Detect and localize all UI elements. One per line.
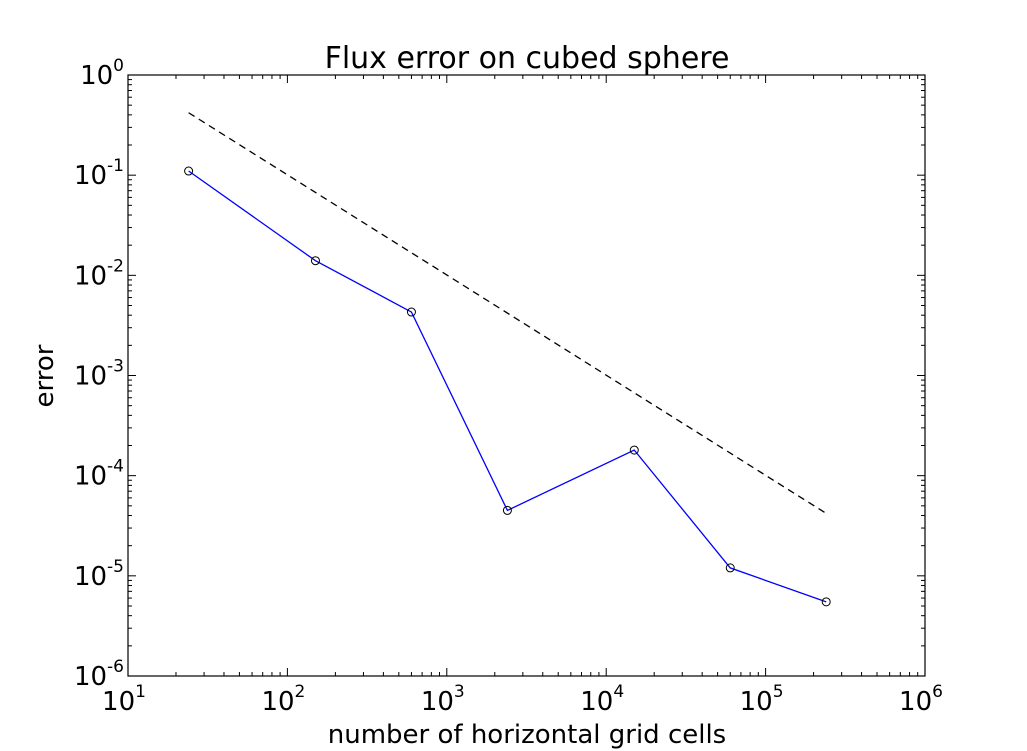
y-tick-label: 10-2 (74, 256, 124, 291)
data-point (184, 166, 194, 176)
series-layer (184, 112, 831, 607)
plot-frame (127, 74, 926, 677)
x-tick-label: 102 (261, 682, 305, 717)
x-tick-label: 103 (421, 682, 465, 717)
data-point (629, 445, 639, 455)
y-tick-label: 10-5 (74, 557, 124, 592)
y-tick-label: 10-3 (74, 357, 124, 392)
x-tick-label: 106 (899, 682, 943, 717)
y-tick-label: 100 (80, 56, 124, 91)
y-tick-label: 10-4 (74, 457, 124, 492)
x-tick-label: 101 (102, 682, 146, 717)
x-tick-label: 105 (740, 682, 784, 717)
data-point (310, 256, 320, 266)
data-point (406, 307, 416, 317)
y-tick-label: 10-6 (74, 657, 124, 692)
reference-slope-line (188, 112, 827, 514)
data-point (821, 597, 831, 607)
axis-ticks (127, 74, 926, 677)
error-series-line (188, 170, 827, 603)
x-axis-label: number of horizontal grid cells (328, 720, 726, 750)
x-tick-label: 104 (580, 682, 624, 717)
data-point (725, 563, 735, 573)
y-axis-label: error (30, 344, 60, 407)
chart-title: Flux error on cubed sphere (325, 41, 730, 76)
tick-labels: 101 102 103 104 105 106 100 10-1 10-2 10-3 10-4 10-… (74, 56, 943, 717)
data-point (502, 505, 512, 515)
y-tick-label: 10-1 (74, 156, 124, 191)
